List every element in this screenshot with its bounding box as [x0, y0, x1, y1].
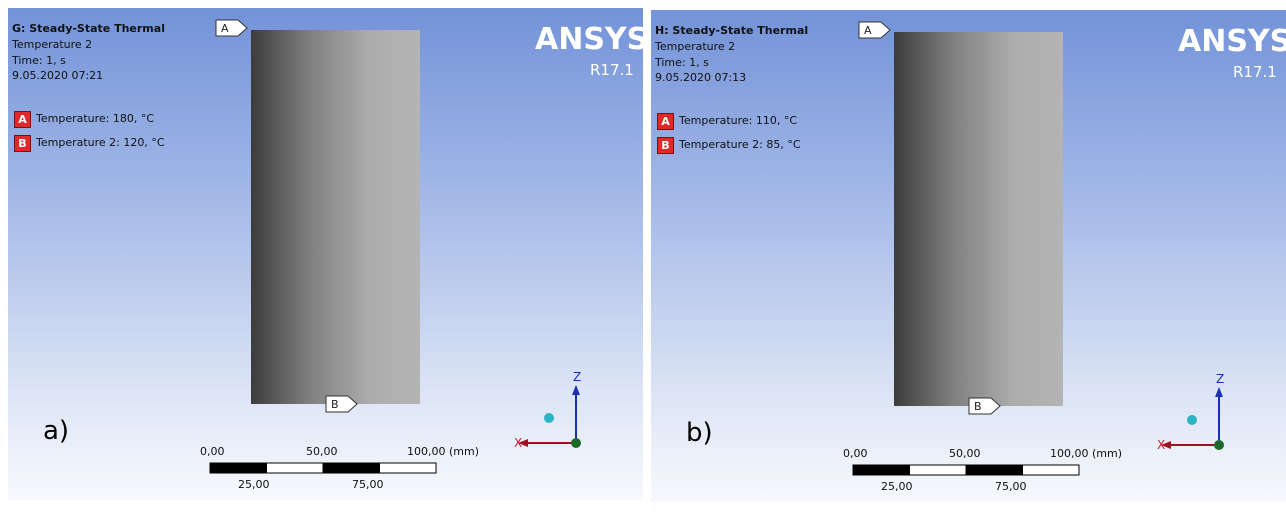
- axis-z-head: [572, 385, 580, 395]
- version-label: R17.1: [590, 61, 634, 79]
- scale-segment: [910, 465, 967, 475]
- result-date: 9.05.2020 07:13: [655, 71, 746, 84]
- scale-label: 25,00: [881, 480, 913, 493]
- view-sphere: [544, 413, 554, 423]
- legend-text: Temperature 2: 85, °C: [679, 138, 801, 151]
- legend-key: B: [14, 135, 31, 152]
- scale-label: 100,00 (mm): [407, 445, 479, 458]
- scale-segment: [267, 463, 324, 473]
- axis-origin: [571, 438, 581, 448]
- page: ABZXG: Steady-State ThermalTemperature 2…: [0, 0, 1286, 522]
- axis-label: X: [514, 436, 522, 450]
- cylinder-body: [251, 30, 420, 404]
- result-time: Time: 1, s: [655, 56, 709, 69]
- scale-segment: [380, 463, 437, 473]
- legend-key: A: [657, 113, 674, 130]
- result-name: Temperature 2: [655, 40, 735, 53]
- scale-segment: [210, 463, 267, 473]
- scale-label: 0,00: [200, 445, 225, 458]
- scale-label: 50,00: [949, 447, 981, 460]
- scale-segment: [966, 465, 1023, 475]
- result-name: Temperature 2: [12, 38, 92, 51]
- result-time: Time: 1, s: [12, 54, 66, 67]
- marker-label: B: [331, 398, 339, 411]
- axis-label: X: [1157, 438, 1165, 452]
- result-title: G: Steady-State Thermal: [12, 22, 165, 35]
- scale-segment: [323, 463, 380, 473]
- scale-segment: [1023, 465, 1080, 475]
- scale-segment: [853, 465, 910, 475]
- brand-logo: ANSYS: [535, 22, 643, 57]
- scale-label: 100,00 (mm): [1050, 447, 1122, 460]
- axis-origin: [1214, 440, 1224, 450]
- legend-text: Temperature 2: 120, °C: [36, 136, 165, 149]
- legend-text: Temperature: 110, °C: [679, 114, 797, 127]
- brand-logo: ANSYS: [1178, 24, 1286, 59]
- axis-label: Z: [573, 370, 581, 384]
- scale-label: 25,00: [238, 478, 270, 491]
- cylinder-body: [894, 32, 1063, 406]
- axis-z-head: [1215, 387, 1223, 397]
- scale-label: 0,00: [843, 447, 868, 460]
- view-sphere: [1187, 415, 1197, 425]
- marker-label: A: [864, 24, 872, 37]
- panel-label: b): [686, 418, 713, 448]
- scale-label: 75,00: [352, 478, 384, 491]
- result-title: H: Steady-State Thermal: [655, 24, 808, 37]
- marker-label: A: [221, 22, 229, 35]
- axis-label: Z: [1216, 372, 1224, 386]
- legend-text: Temperature: 180, °C: [36, 112, 154, 125]
- version-label: R17.1: [1233, 63, 1277, 81]
- marker-label: B: [974, 400, 982, 413]
- legend-key: A: [14, 111, 31, 128]
- scale-label: 75,00: [995, 480, 1027, 493]
- scale-label: 50,00: [306, 445, 338, 458]
- result-date: 9.05.2020 07:21: [12, 69, 103, 82]
- legend-key: B: [657, 137, 674, 154]
- panel-label: a): [43, 416, 69, 446]
